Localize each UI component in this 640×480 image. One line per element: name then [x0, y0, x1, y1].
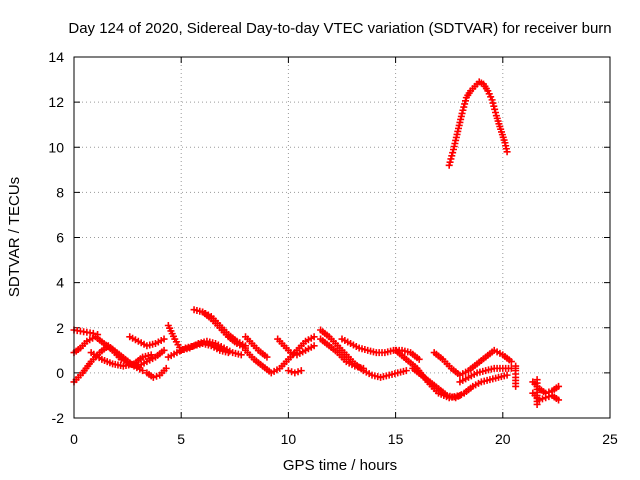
data-point-marker — [488, 96, 496, 104]
x-tick-label: 0 — [70, 431, 78, 447]
data-point-marker — [263, 353, 271, 361]
y-tick-label: 4 — [56, 275, 64, 291]
data-point-marker — [147, 351, 155, 359]
data-point-marker — [224, 349, 232, 357]
data-point-marker — [284, 367, 292, 375]
data-point-marker — [162, 364, 170, 372]
y-tick-label: 8 — [56, 184, 64, 200]
x-axis-label: GPS time / hours — [283, 457, 397, 474]
data-point-marker — [555, 382, 563, 390]
data-point-marker — [446, 158, 454, 166]
y-tick-label: -2 — [52, 410, 65, 426]
data-point-marker — [153, 372, 161, 380]
x-tick-label: 20 — [495, 431, 511, 447]
series-track-10 — [199, 308, 250, 352]
series-track-22 — [512, 362, 520, 390]
series-track-4 — [87, 349, 155, 370]
series-track-12 — [242, 333, 271, 361]
data-point-marker — [555, 396, 563, 404]
data-point-marker — [291, 369, 299, 377]
data-point-marker — [460, 103, 468, 111]
data-point-marker — [447, 155, 455, 163]
data-point-marker — [237, 351, 245, 359]
data-point-marker — [415, 355, 423, 363]
data-point-marker — [507, 358, 515, 366]
series-track-8 — [164, 340, 232, 361]
series-track-15 — [317, 326, 410, 381]
data-point-marker — [445, 161, 453, 169]
y-tick-label: 12 — [48, 94, 64, 110]
x-tick-label: 25 — [602, 431, 618, 447]
data-point-marker — [297, 367, 305, 375]
y-tick-label: 14 — [48, 49, 64, 65]
data-point-marker — [288, 368, 296, 376]
x-tick-label: 15 — [388, 431, 404, 447]
data-point-marker — [149, 373, 157, 381]
chart-title: Day 124 of 2020, Sidereal Day-to-day VTE… — [68, 20, 611, 37]
data-point-marker — [461, 97, 469, 105]
data-point-marker — [449, 149, 457, 157]
x-tick-labels: 0 5 10 15 20 25 — [70, 431, 618, 447]
data-point-marker — [491, 105, 499, 113]
data-point-marker — [402, 367, 410, 375]
data-point-marker — [139, 367, 147, 375]
series-track-14 — [284, 367, 305, 377]
x-tick-label: 5 — [177, 431, 185, 447]
y-tick-label: 6 — [56, 230, 64, 246]
data-point-marker — [542, 394, 550, 402]
series-track-13 — [274, 335, 318, 359]
series-track-17 — [338, 335, 423, 363]
y-axis-label: SDTVAR / TECUs — [6, 177, 23, 297]
data-point-marker — [489, 99, 497, 107]
y-tick-label: 0 — [56, 365, 64, 381]
grid-lines — [74, 57, 610, 418]
data-point-marker — [359, 364, 367, 372]
data-point-marker — [458, 109, 466, 117]
series-track-11 — [242, 333, 318, 377]
data-point-marker — [448, 152, 456, 160]
data-point-marker — [290, 350, 298, 358]
x-tick-label: 10 — [281, 431, 297, 447]
y-tick-label: 2 — [56, 320, 64, 336]
series-track-25 — [533, 376, 541, 408]
data-point-marker — [533, 376, 541, 384]
data-points — [70, 78, 563, 408]
series-track-19 — [409, 364, 511, 402]
data-point-marker — [160, 346, 168, 354]
series-track-16 — [317, 335, 367, 372]
data-point-marker — [459, 106, 467, 114]
data-point-marker — [512, 362, 520, 370]
y-tick-label: 10 — [48, 139, 64, 155]
data-point-marker — [492, 109, 500, 117]
series-track-5 — [126, 333, 168, 350]
series-track-21 — [456, 364, 515, 386]
data-point-marker — [294, 368, 302, 376]
data-point-marker — [160, 335, 168, 343]
data-point-marker — [490, 102, 498, 110]
data-point-marker — [287, 349, 295, 357]
data-point-marker — [310, 342, 318, 350]
series-track-24 — [529, 389, 563, 404]
series-track-6 — [143, 364, 170, 381]
data-point-marker — [503, 371, 511, 379]
y-tick-labels: -2 0 2 4 6 8 10 12 14 — [48, 49, 64, 426]
data-point-marker — [461, 100, 469, 108]
series-track-26 — [445, 78, 511, 169]
data-point-marker — [310, 333, 318, 341]
data-point-marker — [503, 148, 511, 156]
series-track-20 — [430, 346, 515, 379]
plot-frame — [73, 56, 611, 419]
